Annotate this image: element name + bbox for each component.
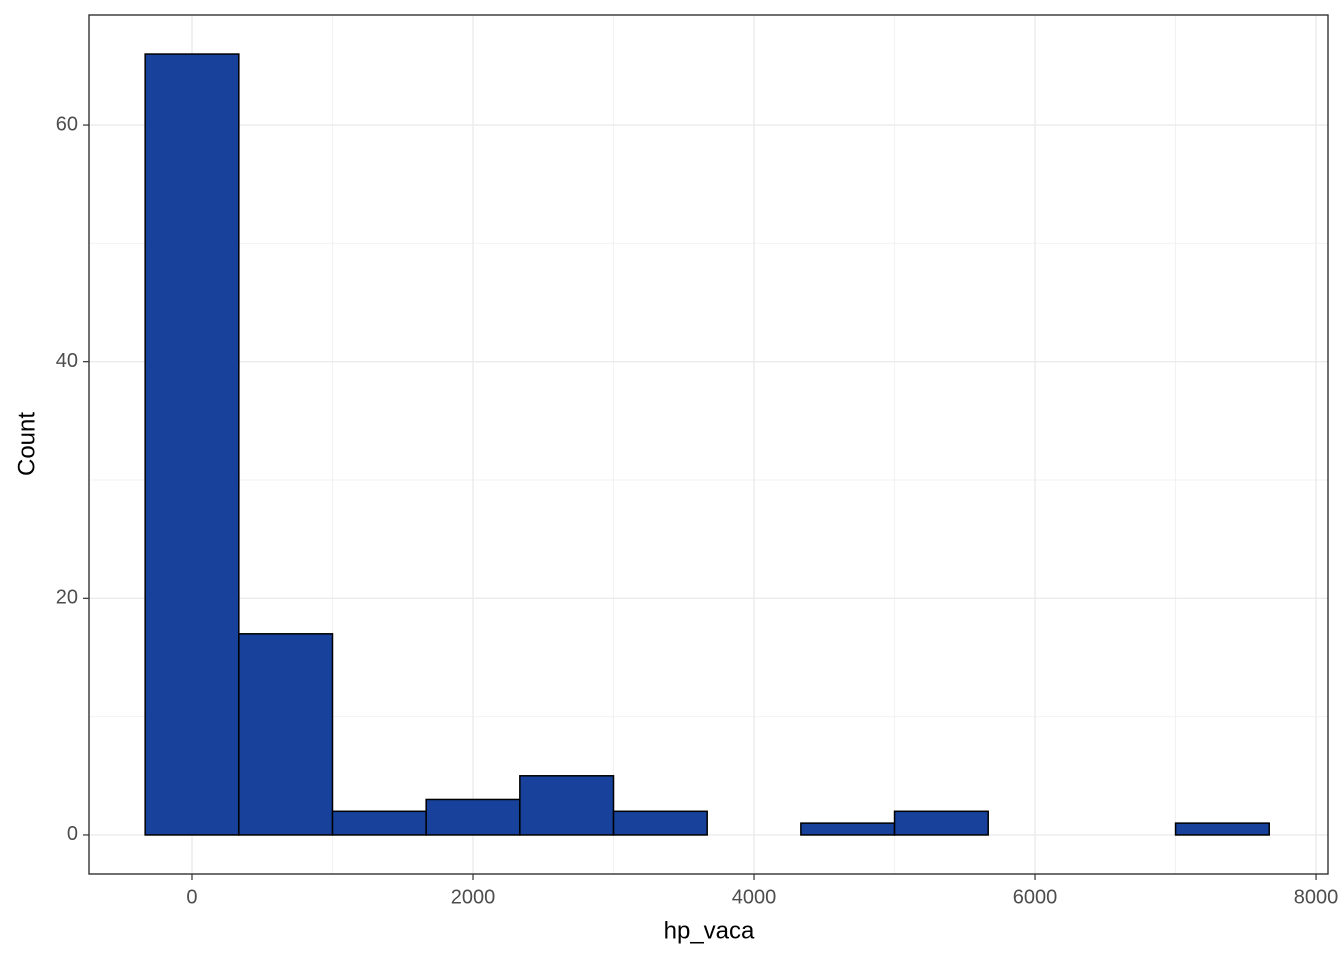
x-tick-label: 6000: [1013, 886, 1058, 908]
bar: [331, 810, 427, 836]
y-tick-label: 0: [67, 823, 78, 845]
bar: [893, 810, 989, 836]
x-tick-label: 2000: [451, 886, 496, 908]
bar: [144, 53, 240, 836]
bar: [612, 810, 708, 836]
x-axis-title: hp_vaca: [664, 917, 755, 944]
y-axis-title: Count: [13, 412, 40, 476]
x-tick-label: 4000: [732, 886, 777, 908]
bar: [238, 633, 334, 836]
y-tick-label: 60: [56, 113, 78, 135]
bar: [800, 822, 896, 836]
x-tick-label: 0: [186, 886, 197, 908]
bar: [1174, 822, 1270, 836]
x-tick-label: 8000: [1294, 886, 1339, 908]
panel-border: [88, 14, 1329, 875]
bar: [425, 798, 521, 836]
y-tick-label: 40: [56, 350, 78, 372]
y-tick-label: 20: [56, 587, 78, 609]
bar: [519, 775, 615, 836]
